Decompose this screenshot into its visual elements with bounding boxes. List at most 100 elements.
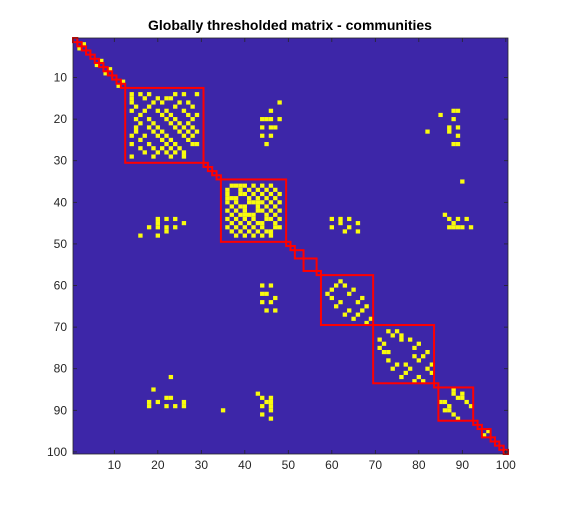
connection-cell [129, 96, 134, 101]
connection-cell [451, 221, 456, 226]
community-box [93, 57, 101, 64]
community-box [85, 49, 92, 56]
connection-cell [425, 350, 430, 355]
connection-cell [451, 225, 456, 230]
connection-cell [260, 233, 265, 238]
community-box [89, 53, 96, 60]
connection-cell [268, 191, 274, 197]
connection-cell [386, 358, 391, 363]
connection-cell [138, 112, 143, 118]
connection-cell [255, 391, 261, 396]
connection-cell [399, 374, 404, 380]
community-box [219, 178, 288, 243]
connection-cell [273, 225, 278, 230]
connection-cell [268, 395, 274, 400]
connection-cell [164, 216, 169, 222]
connection-cell [133, 104, 139, 109]
connection-cell [264, 291, 269, 296]
connection-cell [464, 399, 469, 405]
connection-cell [190, 133, 195, 138]
x-tick-label: 50 [282, 458, 296, 472]
connection-cell [351, 316, 356, 321]
community-box [285, 240, 292, 247]
connection-cell [177, 146, 182, 151]
connection-cell [247, 187, 252, 192]
connection-cell [464, 216, 469, 222]
connection-cell [438, 112, 443, 118]
community-box [472, 419, 479, 426]
connection-cell [160, 146, 165, 151]
connection-cell [146, 399, 152, 405]
connection-cell [151, 387, 156, 392]
connection-cell [347, 216, 352, 222]
connection-cell [133, 129, 139, 134]
connection-cell [247, 221, 252, 226]
connection-cell [173, 125, 178, 130]
connection-cell [194, 92, 200, 97]
connection-cell [377, 345, 382, 350]
x-tick-label: 10 [108, 458, 122, 472]
connection-cell [129, 133, 134, 138]
connection-cell [186, 100, 191, 105]
connection-cell [116, 83, 121, 88]
community-box [115, 78, 122, 85]
connection-cell [251, 212, 256, 217]
community-box [489, 436, 496, 443]
connection-cell [220, 408, 226, 413]
connection-cell [242, 204, 247, 209]
connection-cell [394, 362, 400, 367]
connection-cell [190, 104, 195, 109]
community-box [206, 165, 214, 173]
connection-cell [455, 133, 461, 138]
connection-cell [407, 337, 413, 342]
connection-cell [412, 354, 417, 359]
connection-cell [260, 133, 265, 138]
connection-cell [181, 399, 187, 405]
connection-cell [164, 142, 169, 147]
connection-cell [329, 216, 334, 222]
community-box [302, 257, 318, 272]
connection-cell [173, 142, 178, 147]
connection-cell [260, 291, 265, 296]
connection-cell [181, 221, 187, 226]
connection-cell [146, 225, 152, 230]
connection-cell [186, 121, 191, 126]
x-tick-label: 90 [456, 458, 470, 472]
connection-cell [277, 216, 282, 222]
connection-cell [451, 108, 456, 113]
connection-cell [255, 187, 261, 192]
y-tick-label: 100 [47, 445, 67, 459]
connection-cell [146, 92, 152, 97]
connection-cell [155, 399, 160, 405]
connection-cell [342, 229, 348, 234]
connection-cell [146, 404, 152, 409]
connection-cell [277, 200, 282, 205]
connection-cell [186, 137, 191, 142]
connection-cell [334, 304, 339, 309]
y-tick-label: 10 [54, 71, 68, 85]
connection-cell [168, 374, 174, 380]
connection-cell [142, 150, 147, 155]
connection-cell [129, 100, 134, 105]
connection-cell [238, 183, 243, 188]
community-box [480, 428, 492, 439]
connection-cell [364, 320, 369, 326]
community-box [98, 61, 105, 69]
connection-cell [273, 295, 278, 301]
connection-cell [403, 362, 408, 367]
connection-cell [142, 133, 147, 138]
community-box [102, 66, 109, 73]
connection-cell [268, 117, 274, 122]
connection-cell [168, 137, 174, 142]
connection-cell [238, 191, 243, 197]
connection-cell [233, 208, 239, 213]
connection-cell [447, 125, 452, 130]
connection-cell [329, 287, 334, 292]
connection-cell [390, 333, 395, 338]
connection-cell [260, 395, 265, 400]
connection-cell [268, 216, 274, 222]
connection-cell [242, 233, 247, 238]
connection-cell [181, 150, 187, 155]
connection-cell [455, 125, 461, 130]
